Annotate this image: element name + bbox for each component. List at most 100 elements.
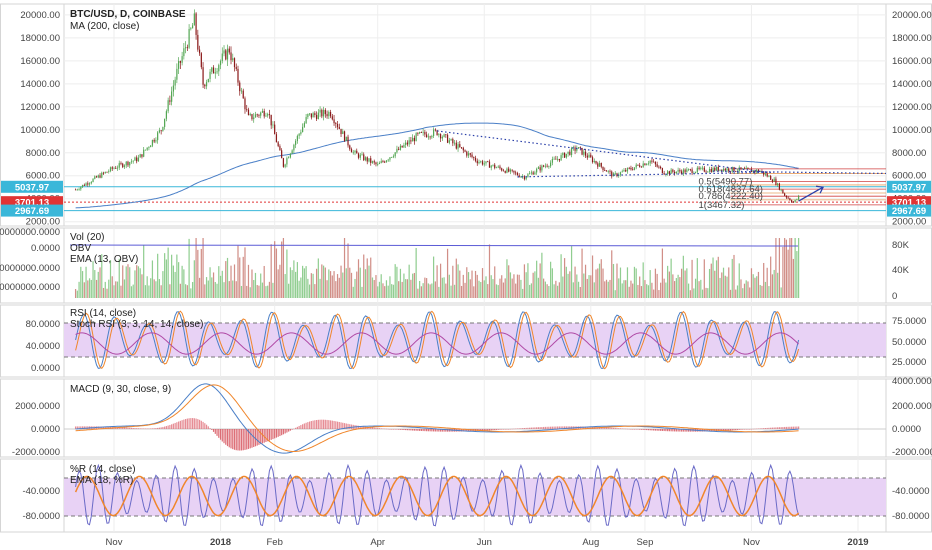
volume-bar	[534, 271, 536, 298]
volume-bar	[127, 264, 129, 298]
candle-body	[591, 157, 594, 163]
macd-histogram-bar	[537, 427, 540, 429]
candle-body	[291, 150, 293, 154]
volume-bar	[157, 253, 159, 298]
candle-body	[625, 170, 627, 172]
y-tick-label-right: 6000.00	[892, 171, 926, 182]
candle-body	[106, 171, 108, 173]
volume-bar	[265, 286, 267, 298]
volume-bar	[200, 248, 202, 298]
candle-body	[771, 179, 774, 182]
macd-histogram-bar	[680, 429, 683, 432]
volume-bar	[567, 273, 569, 298]
candle-body	[569, 151, 571, 155]
candle-body	[312, 113, 314, 118]
volume-bar	[432, 256, 435, 298]
volume-bar	[188, 238, 190, 298]
macd-histogram-bar	[282, 429, 285, 435]
volume-bar	[249, 287, 251, 298]
macd-histogram-bar	[263, 429, 265, 443]
macd-histogram-bar	[642, 429, 644, 430]
candle-body	[342, 131, 344, 135]
candle-body	[488, 161, 491, 168]
candle-body	[443, 134, 445, 137]
macd-histogram-bar	[81, 426, 84, 429]
candle-body	[258, 114, 260, 116]
candle-body	[158, 130, 161, 133]
candle-body	[380, 161, 382, 164]
volume-bar	[691, 259, 693, 298]
candle-body	[481, 161, 484, 165]
volume-bar	[281, 241, 283, 298]
candle-body	[494, 164, 496, 168]
volume-bar	[109, 260, 112, 298]
macd-histogram-bar	[600, 427, 602, 429]
volume-bar	[597, 268, 599, 298]
x-tick-label: Sep	[636, 537, 653, 548]
vol-left-tick: -10000000.0000	[0, 263, 60, 274]
macd-histogram-bar	[768, 427, 770, 429]
macd-histogram-bar	[565, 426, 567, 429]
volume-bar	[459, 270, 461, 298]
volume-bar	[455, 258, 457, 298]
candle-body	[99, 175, 101, 178]
macd-histogram-bar	[202, 421, 204, 429]
volume-bar	[104, 281, 106, 298]
volume-bar	[593, 282, 595, 298]
macd-histogram-bar	[525, 427, 527, 429]
candle-body	[329, 111, 332, 117]
macd-histogram-bar	[349, 424, 351, 429]
macd-histogram-bar	[398, 429, 400, 430]
candle-body	[605, 170, 608, 172]
macd-histogram-bar	[618, 428, 620, 429]
candle-body	[689, 169, 691, 171]
macd-histogram-bar	[539, 427, 541, 429]
candle-body	[244, 98, 246, 110]
macd-histogram-bar	[616, 428, 618, 429]
volume-bar	[752, 274, 754, 298]
candle-body	[640, 166, 643, 168]
macd-right-tick: 2000.0000	[892, 401, 932, 412]
macd-histogram-bar	[129, 427, 131, 429]
volume-bar	[714, 270, 716, 298]
macd-line	[75, 383, 799, 454]
candle-body	[426, 134, 428, 138]
candle-body	[511, 169, 513, 171]
rsi-right-tick: 25.0000	[892, 357, 926, 368]
candle-body	[553, 158, 555, 160]
volume-bar	[113, 285, 115, 298]
candle-body	[609, 170, 611, 172]
candle-body	[644, 163, 646, 166]
candle-body	[588, 154, 590, 158]
candle-body	[347, 136, 349, 146]
volume-bar	[453, 284, 456, 298]
macd-histogram-bar	[628, 428, 630, 430]
volume-bar	[120, 285, 122, 298]
macd-histogram-bar	[548, 426, 550, 429]
volume-bar	[122, 265, 124, 298]
volume-bar	[295, 271, 297, 298]
candle-body	[780, 189, 782, 191]
candle-body	[562, 152, 564, 156]
macd-histogram-bar	[284, 429, 286, 434]
volume-bar	[761, 285, 763, 298]
macd-histogram-bar	[399, 429, 402, 430]
volume-bar	[488, 244, 491, 298]
y-tick-label-left: 18000.00	[20, 33, 60, 44]
volume-bar	[284, 274, 286, 298]
volume-bar	[246, 285, 248, 298]
volume-bar	[700, 279, 702, 298]
macd-histogram-bar	[328, 420, 330, 429]
volume-bar	[102, 287, 105, 298]
candle-body	[137, 157, 140, 162]
candle-body	[459, 144, 461, 148]
price-tag-text: 3701.13	[15, 198, 49, 209]
candle-body	[247, 109, 250, 116]
candle-body	[310, 113, 312, 118]
volume-bar	[164, 253, 166, 298]
volume-bar	[539, 263, 541, 298]
candle-body	[249, 114, 251, 116]
candle-body	[399, 145, 402, 150]
candle-body	[141, 154, 143, 157]
macd-histogram-bar	[198, 419, 201, 429]
